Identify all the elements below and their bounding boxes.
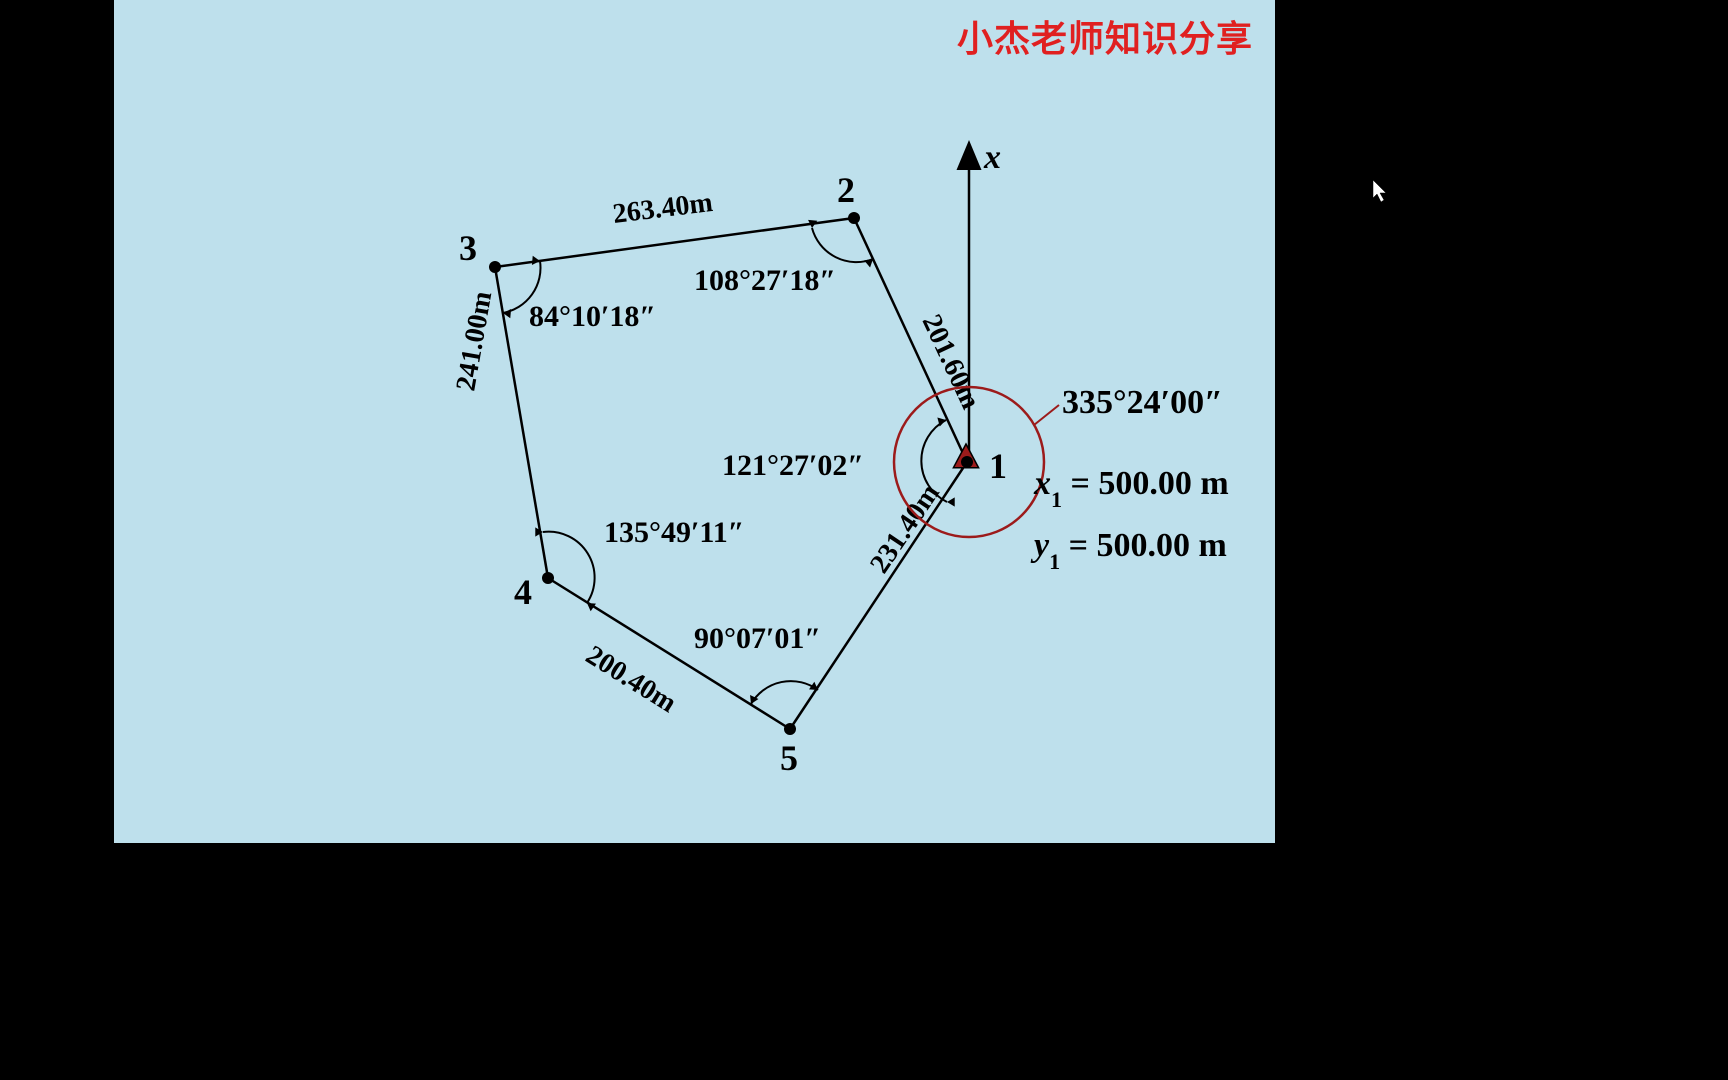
node-label: 1 [989, 446, 1007, 486]
edge-length-label: 201.60m [916, 310, 986, 414]
angle-label: 135°49′11″ [604, 516, 744, 549]
angle-label: 84°10′18″ [529, 300, 656, 333]
node-label: 4 [514, 572, 532, 612]
angle-label: 121°27′02″ [722, 449, 864, 482]
edge-length-label: 263.40m [611, 187, 714, 230]
diagram-canvas: 小杰老师知识分享 x201.60m263.40m241.00m200.40m23… [114, 0, 1275, 843]
traverse-node [542, 572, 554, 584]
azimuth-leader [1034, 405, 1059, 425]
traverse-node [784, 723, 796, 735]
traverse-node [848, 212, 860, 224]
traverse-diagram: x201.60m263.40m241.00m200.40m231.40m335°… [114, 0, 1275, 843]
node-label: 2 [837, 170, 855, 210]
traverse-node [489, 261, 501, 273]
angle-arc [812, 228, 873, 262]
x-axis-label: x [983, 139, 1001, 176]
bearing-label: 335°24′00″ [1062, 384, 1223, 421]
node-label: 5 [780, 738, 798, 778]
coordinate-equation: x1 = 500.00 m [1033, 465, 1229, 512]
node-label: 3 [459, 228, 477, 268]
coordinate-equation: y1 = 500.00 m [1030, 527, 1227, 574]
angle-label: 108°27′18″ [694, 264, 836, 297]
angle-label: 90°07′01″ [694, 622, 821, 655]
traverse-edge [495, 218, 854, 267]
mouse-cursor-icon [1373, 180, 1389, 204]
traverse-node [961, 456, 973, 468]
edge-length-label: 241.00m [450, 289, 498, 393]
